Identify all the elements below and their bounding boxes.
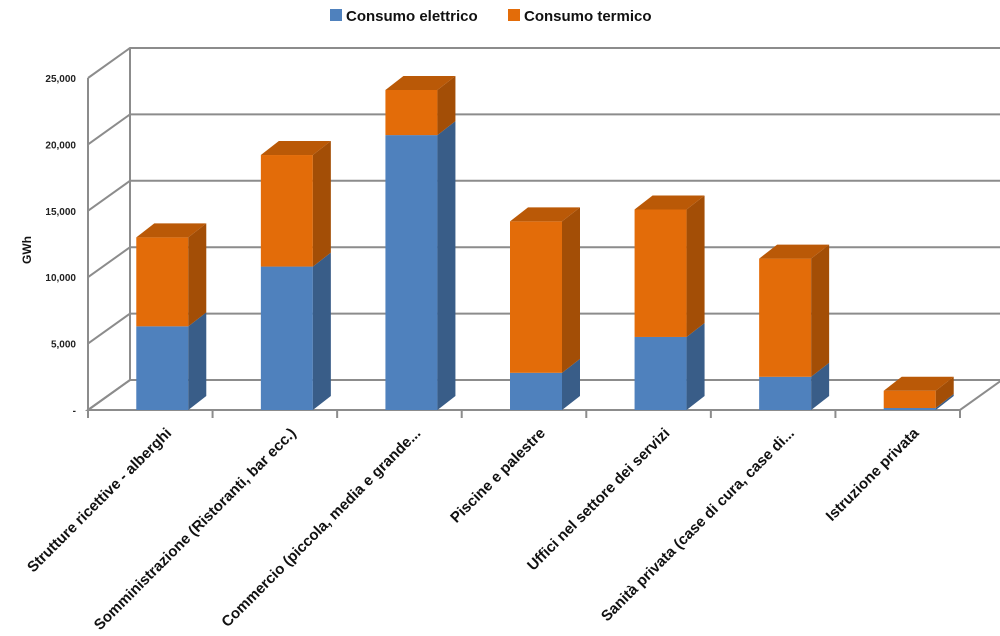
y-axis-label: GWh: [20, 236, 34, 264]
x-tick-label: Strutture ricettive - alberghi: [24, 425, 175, 576]
bar-thermal: [634, 209, 687, 337]
bar-side: [437, 121, 456, 410]
y-tick-label: 5,000: [51, 340, 76, 351]
bar-electric: [136, 326, 189, 410]
legend-swatch-thermal: [508, 9, 520, 21]
bar-side: [686, 195, 705, 337]
bar-thermal: [510, 221, 562, 373]
bar-side: [312, 252, 331, 410]
bar-electric: [634, 336, 687, 410]
bar-thermal: [883, 390, 936, 409]
bar-top: [136, 223, 207, 238]
x-tick-label: Istruzione privata: [823, 424, 923, 524]
bar-side: [437, 75, 456, 136]
y-tick-label: 25,000: [45, 74, 76, 85]
bar-side: [811, 244, 830, 377]
bar-thermal: [260, 155, 313, 267]
x-tick-label: Piscine e palestre: [447, 425, 549, 527]
bar-side: [312, 141, 331, 267]
y-tick-label: 15,000: [45, 207, 76, 218]
bar-top: [883, 376, 954, 391]
gridline-3: [87, 179, 1000, 212]
bar-thermal: [759, 258, 812, 377]
bar-side: [562, 207, 580, 373]
bar-electric: [260, 266, 313, 410]
y-tick-label: 10,000: [45, 273, 76, 284]
bar-side: [935, 394, 954, 410]
bar-thermal: [385, 89, 438, 136]
bar-electric: [883, 408, 936, 410]
bar-electric: [510, 372, 562, 410]
x-tick-label: Somministrazione (Ristoranti, bar ecc.): [91, 425, 300, 634]
x-tick-label: Sanità privata (case di cura, case di...: [598, 425, 798, 625]
bar-top: [634, 195, 705, 210]
bar-side: [935, 376, 954, 409]
bar-top: [385, 75, 456, 90]
grid-layer: [84, 47, 1000, 411]
bar-thermal: [136, 237, 189, 327]
bar-side: [188, 312, 207, 410]
bar-electric: [759, 376, 812, 410]
bar-side: [188, 223, 207, 327]
gridline-5: [87, 47, 1000, 79]
legend-label-thermal: Consumo termico: [524, 8, 652, 25]
bars-layer: [136, 75, 954, 410]
legend: Consumo elettrico Consumo termico: [330, 8, 652, 25]
bar-side: [562, 358, 580, 410]
y-tick-label: 20,000: [45, 140, 76, 151]
x-tick-label: Uffici nel settore dei servizi: [524, 425, 673, 574]
bar-side: [686, 322, 705, 410]
bar-side: [811, 362, 830, 410]
bar-top: [759, 244, 830, 259]
bar-electric: [385, 135, 438, 410]
legend-swatch-electric: [330, 9, 342, 21]
y-tick-label: -: [73, 406, 76, 417]
bar-top: [260, 141, 331, 156]
x-tick-label: Commercio (piccola, media e grande...: [218, 425, 424, 631]
gridline-4: [87, 113, 1000, 146]
bar-top: [510, 207, 580, 222]
legend-label-electric: Consumo elettrico: [346, 8, 478, 25]
